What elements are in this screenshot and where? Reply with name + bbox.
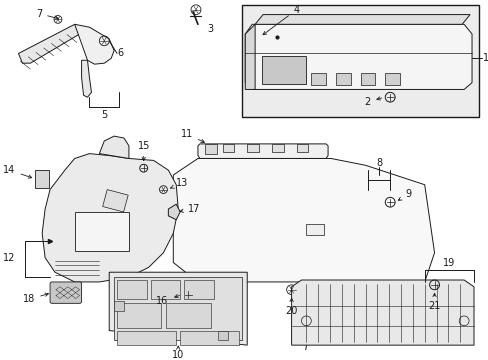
Text: 18: 18 <box>23 293 48 305</box>
Text: 5: 5 <box>101 110 107 120</box>
Bar <box>35 170 49 188</box>
Bar <box>360 73 375 85</box>
Text: 13: 13 <box>170 178 188 188</box>
Bar <box>180 330 239 345</box>
Polygon shape <box>173 158 434 282</box>
Bar <box>204 144 216 154</box>
Bar <box>385 73 399 85</box>
Text: 11: 11 <box>181 129 204 143</box>
Bar <box>166 303 210 328</box>
Text: 12: 12 <box>3 253 16 263</box>
Bar <box>184 280 213 300</box>
FancyBboxPatch shape <box>50 282 81 303</box>
Bar <box>271 144 283 152</box>
Bar <box>117 303 161 328</box>
Text: 20: 20 <box>285 298 297 316</box>
Bar <box>247 144 259 152</box>
Polygon shape <box>255 15 469 24</box>
Bar <box>75 212 129 251</box>
Text: 6: 6 <box>117 49 123 58</box>
Text: 14: 14 <box>3 165 32 178</box>
Polygon shape <box>198 144 327 158</box>
Polygon shape <box>245 24 471 89</box>
Polygon shape <box>245 24 255 89</box>
Bar <box>114 301 124 311</box>
Polygon shape <box>168 204 180 220</box>
Text: 15: 15 <box>137 141 150 161</box>
Polygon shape <box>42 154 178 282</box>
Polygon shape <box>109 272 247 345</box>
Text: 17: 17 <box>180 204 200 214</box>
Bar <box>117 330 176 345</box>
Text: 8: 8 <box>376 158 382 168</box>
Bar <box>117 280 146 300</box>
Polygon shape <box>99 136 129 158</box>
Bar <box>102 190 128 212</box>
Bar <box>335 73 350 85</box>
Polygon shape <box>81 60 91 97</box>
Text: 21: 21 <box>427 293 440 311</box>
Text: 19: 19 <box>442 257 454 267</box>
Text: 2: 2 <box>364 97 381 107</box>
Text: 3: 3 <box>207 24 213 34</box>
Bar <box>222 144 234 152</box>
Text: 4: 4 <box>263 5 299 35</box>
Polygon shape <box>291 280 473 345</box>
Bar <box>311 73 325 85</box>
Text: 1: 1 <box>482 53 488 63</box>
Text: 16: 16 <box>156 294 179 306</box>
Text: 7: 7 <box>36 9 58 19</box>
Text: 9: 9 <box>398 189 410 200</box>
Bar <box>296 144 308 152</box>
Bar <box>242 5 478 117</box>
Bar <box>306 224 324 235</box>
Polygon shape <box>75 24 114 64</box>
Bar <box>217 330 227 340</box>
Bar <box>150 280 180 300</box>
Polygon shape <box>19 24 84 63</box>
Bar <box>114 277 242 340</box>
Text: 10: 10 <box>172 346 184 360</box>
Bar <box>262 57 306 84</box>
